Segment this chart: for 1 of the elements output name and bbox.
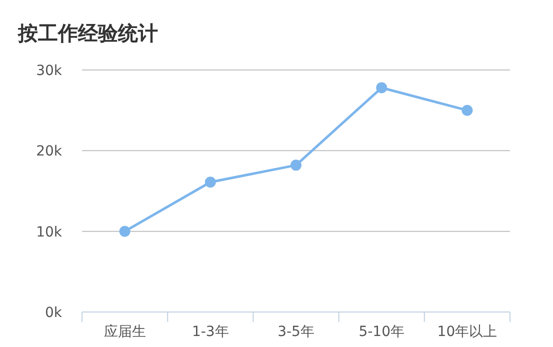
title: 按工作经验统计 <box>18 21 158 45</box>
